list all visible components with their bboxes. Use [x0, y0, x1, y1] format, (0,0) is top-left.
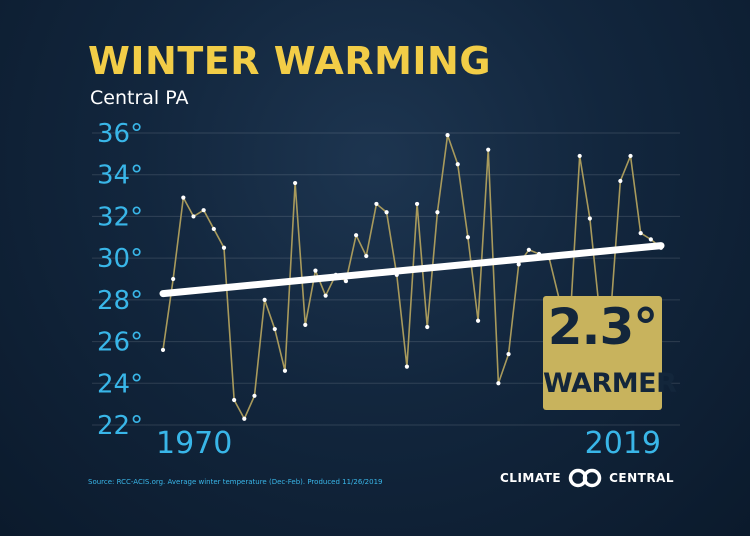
data-point	[618, 178, 623, 184]
data-point	[221, 245, 227, 250]
data-point	[435, 210, 440, 215]
warming-badge: 2.3° WARMER	[543, 296, 677, 410]
data-point	[384, 210, 389, 215]
y-tick-label: 34°	[97, 161, 143, 191]
data-point	[577, 153, 582, 159]
climate-central-brand: CLIMATE CENTRAL	[500, 468, 674, 488]
data-point	[648, 237, 653, 242]
data-point	[191, 214, 196, 219]
data-point	[506, 351, 511, 357]
data-point	[282, 368, 288, 373]
y-tick-label: 28°	[97, 286, 143, 316]
x-axis-labels: 1970 2019	[156, 426, 661, 461]
data-point	[323, 293, 328, 298]
data-point	[526, 247, 531, 252]
data-point	[445, 132, 450, 138]
data-points	[160, 132, 664, 421]
data-point	[303, 322, 308, 327]
data-point	[364, 253, 369, 259]
x-label-start: 1970	[156, 426, 232, 461]
data-point	[201, 208, 206, 213]
data-point	[232, 397, 237, 403]
data-point	[486, 147, 491, 152]
y-tick-label: 32°	[97, 202, 143, 232]
y-tick-label: 22°	[97, 411, 143, 441]
warming-value: 2.3°	[547, 298, 659, 356]
source-note: Source: RCC-ACIS.org. Average winter tem…	[88, 478, 383, 486]
data-point	[171, 276, 176, 282]
data-point	[313, 268, 318, 273]
data-point	[262, 297, 267, 302]
data-point	[404, 364, 410, 369]
trend-line-group	[159, 242, 665, 298]
y-tick-label: 30°	[97, 244, 143, 274]
y-tick-label: 24°	[97, 369, 143, 399]
y-tick-label: 36°	[97, 119, 143, 149]
data-point	[160, 347, 166, 353]
y-axis-tick-labels: 22° 24° 26° 28° 30° 32° 34° 36°	[97, 119, 143, 441]
temperature-series	[162, 134, 662, 420]
brand-right-text: CENTRAL	[609, 471, 675, 485]
data-point	[414, 201, 420, 207]
temperature-line	[162, 134, 662, 420]
data-point	[211, 226, 216, 232]
data-point	[475, 318, 481, 323]
data-point	[374, 201, 379, 207]
data-point	[516, 262, 521, 267]
data-point	[272, 326, 277, 332]
data-point	[465, 235, 470, 240]
data-point	[181, 195, 186, 200]
trend-line	[159, 242, 665, 298]
data-point	[252, 393, 257, 398]
data-point	[354, 233, 359, 238]
data-point	[343, 278, 349, 284]
chart-subtitle: Central PA	[90, 87, 189, 109]
data-point	[425, 324, 430, 330]
data-point	[638, 231, 643, 236]
data-point	[455, 162, 460, 167]
y-tick-label: 26°	[97, 328, 143, 358]
climate-central-logo-icon	[568, 468, 602, 488]
warming-label: WARMER	[543, 368, 677, 399]
data-point	[496, 381, 501, 386]
data-point	[242, 416, 247, 421]
data-point	[628, 153, 633, 159]
x-label-end: 2019	[585, 426, 661, 461]
chart-title: WINTER WARMING	[88, 39, 492, 83]
data-point	[293, 180, 298, 186]
data-point	[587, 216, 592, 221]
brand-left-text: CLIMATE	[500, 471, 562, 485]
